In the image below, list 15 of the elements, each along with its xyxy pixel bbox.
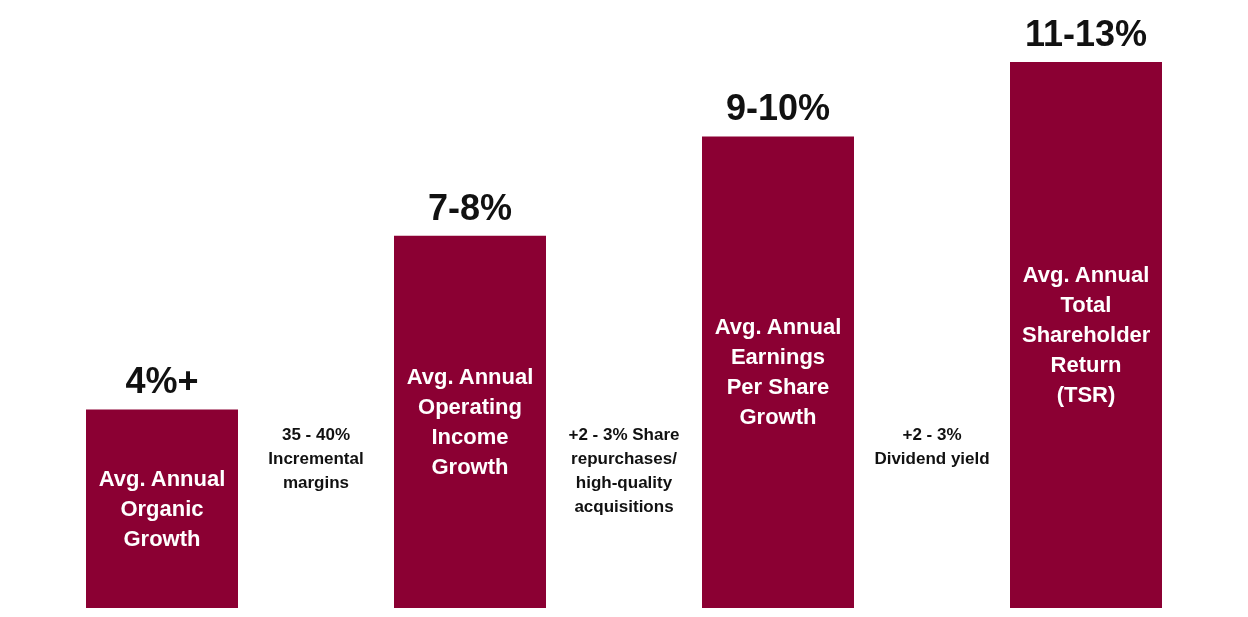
annotation: +2 - 3% Dividend yield — [873, 424, 991, 470]
x-tick-label: Avg. Annual Operating Income Growth — [406, 362, 534, 481]
data-label: 11-13% — [1024, 13, 1148, 54]
bar — [86, 409, 238, 608]
bar — [702, 136, 854, 608]
annotation: 35 - 40% Incremental margins — [267, 424, 365, 494]
bar — [394, 235, 546, 608]
data-label: 9-10% — [725, 87, 831, 129]
data-label: 4%+ — [125, 360, 199, 402]
data-label: 7-8% — [427, 186, 513, 228]
x-tick-label: Avg. Annual Earnings Per Share Growth — [714, 313, 842, 432]
x-tick-label: Avg. Annual Total Shareholder Return (TSR) — [1022, 261, 1151, 409]
bar — [1010, 62, 1162, 608]
annotation: +2 - 3% Share repurchases/ high-quality acquisitions — [567, 424, 681, 518]
x-tick-label: Avg. Annual Organic Growth — [98, 464, 226, 553]
